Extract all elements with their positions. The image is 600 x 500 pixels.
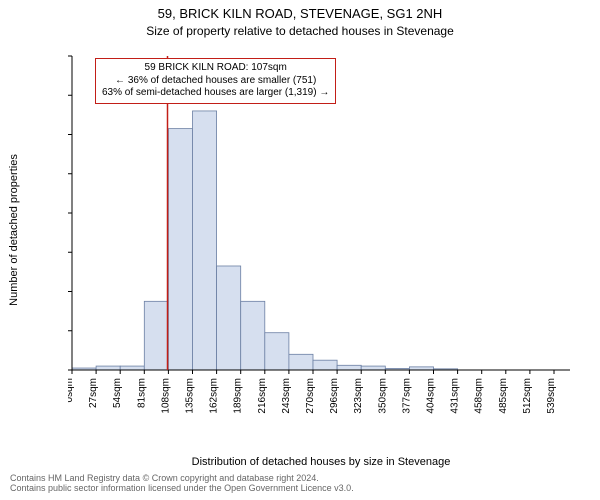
- svg-text:108sqm: 108sqm: [160, 378, 171, 414]
- y-axis-label: Number of detached properties: [8, 154, 20, 306]
- svg-text:485sqm: 485sqm: [498, 378, 509, 414]
- chart-footer: Contains HM Land Registry data © Crown c…: [10, 474, 590, 494]
- svg-text:377sqm: 377sqm: [401, 378, 412, 414]
- svg-text:81sqm: 81sqm: [136, 378, 147, 408]
- svg-text:296sqm: 296sqm: [329, 378, 340, 414]
- x-axis-label: Distribution of detached houses by size …: [68, 456, 574, 468]
- svg-text:54sqm: 54sqm: [112, 378, 123, 408]
- chart-title-address: 59, BRICK KILN ROAD, STEVENAGE, SG1 2NH: [0, 6, 600, 21]
- svg-text:270sqm: 270sqm: [305, 378, 316, 414]
- svg-text:404sqm: 404sqm: [426, 378, 437, 414]
- svg-text:243sqm: 243sqm: [281, 378, 292, 414]
- chart-plot-area: 01002003004005006007008000sqm27sqm54sqm8…: [68, 52, 574, 414]
- svg-text:431sqm: 431sqm: [450, 378, 461, 414]
- chart-subtitle: Size of property relative to detached ho…: [0, 24, 600, 38]
- svg-text:458sqm: 458sqm: [474, 378, 485, 414]
- svg-text:162sqm: 162sqm: [209, 378, 220, 414]
- svg-text:323sqm: 323sqm: [353, 378, 364, 414]
- svg-text:350sqm: 350sqm: [377, 378, 388, 414]
- annotation-line-3: 63% of semi-detached houses are larger (…: [102, 87, 329, 100]
- svg-text:512sqm: 512sqm: [522, 378, 533, 414]
- annotation-line-1: 59 BRICK KILN ROAD: 107sqm: [102, 62, 329, 75]
- svg-text:0sqm: 0sqm: [68, 378, 75, 402]
- svg-text:216sqm: 216sqm: [257, 378, 268, 414]
- svg-text:189sqm: 189sqm: [233, 378, 244, 414]
- svg-text:135sqm: 135sqm: [185, 378, 196, 414]
- footer-line-2: Contains public sector information licen…: [10, 484, 590, 494]
- property-marker-annotation: 59 BRICK KILN ROAD: 107sqm ← 36% of deta…: [95, 58, 336, 104]
- annotation-line-2: ← 36% of detached houses are smaller (75…: [102, 75, 329, 88]
- histogram-svg: 01002003004005006007008000sqm27sqm54sqm8…: [68, 52, 574, 414]
- svg-text:27sqm: 27sqm: [88, 378, 99, 408]
- svg-text:539sqm: 539sqm: [546, 378, 557, 414]
